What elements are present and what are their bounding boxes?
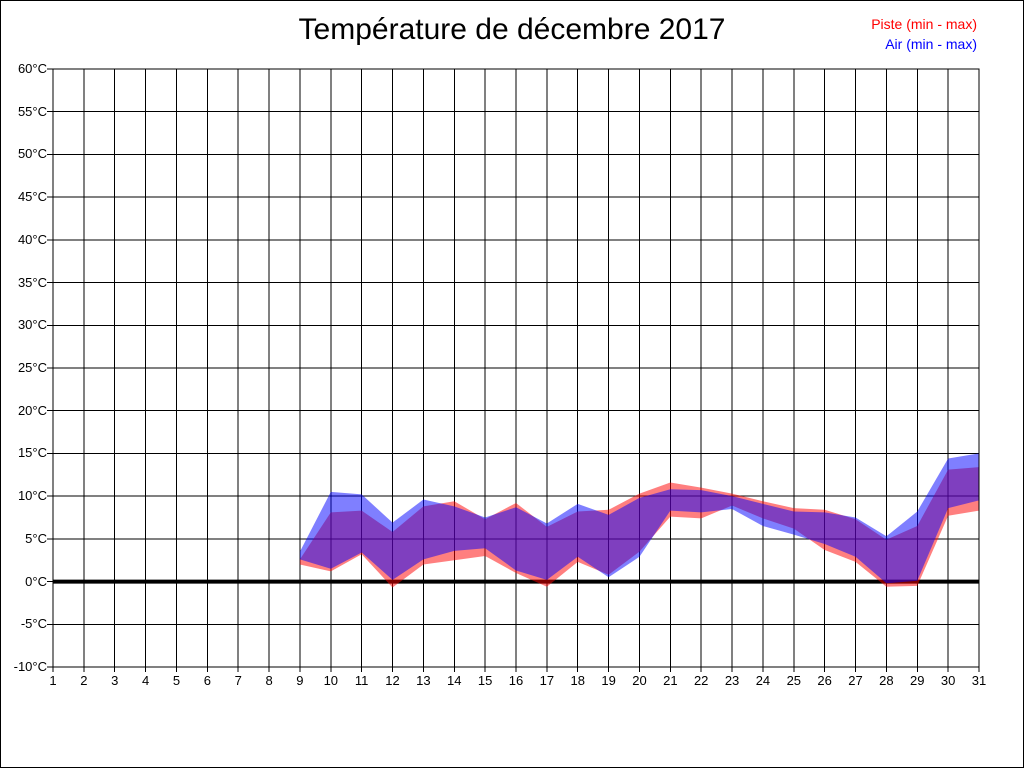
x-axis-tick-label: 16 — [508, 673, 524, 688]
x-axis-tick-label: 6 — [203, 673, 211, 688]
x-axis-tick-label: 4 — [141, 673, 150, 688]
legend-item-air: Air (min - max) — [885, 36, 977, 52]
chart-title: Température de décembre 2017 — [298, 13, 726, 46]
y-axis-tick-label: 45°C — [17, 189, 47, 205]
x-axis-tick-label: 27 — [848, 673, 863, 688]
legend-item-piste: Piste (min - max) — [871, 16, 977, 32]
y-axis-tick-label: 60°C — [17, 61, 47, 76]
x-axis-tick-label: 30 — [940, 673, 956, 688]
y-axis-tick-label: 10°C — [17, 488, 47, 504]
x-axis-tick-label: 23 — [724, 673, 740, 688]
y-axis-tick-label: 40°C — [17, 231, 47, 247]
y-axis-tick-label: -5°C — [20, 616, 47, 632]
y-axis-tick-label: 15°C — [17, 445, 47, 461]
plot-border — [52, 68, 980, 668]
y-axis-tick-label: 5°C — [25, 530, 47, 546]
x-axis-tick-label: 2 — [80, 673, 88, 688]
x-axis-tick-label: 18 — [570, 673, 585, 688]
x-axis-tick-label: 14 — [447, 673, 462, 688]
x-axis-tick-label: 28 — [879, 673, 894, 688]
y-axis-tick-label: 25°C — [17, 360, 47, 375]
x-axis-tick-label: 31 — [971, 673, 987, 688]
x-axis-tick-label: 9 — [296, 673, 304, 688]
x-axis-tick-label: 25 — [786, 673, 802, 688]
x-axis-tick-label: 3 — [111, 673, 119, 688]
x-axis-tick-label: 26 — [817, 673, 832, 688]
y-axis-tick-label: 50°C — [17, 146, 47, 162]
x-axis-tick-label: 7 — [234, 673, 242, 688]
x-axis-tick-label: 19 — [601, 673, 616, 688]
y-axis-tick-label: 30°C — [17, 317, 47, 333]
x-axis-tick-label: 8 — [265, 673, 273, 688]
x-axis-tick-label: 11 — [354, 673, 369, 688]
x-axis-tick-label: 13 — [416, 673, 431, 688]
x-axis-tick-label: 10 — [323, 673, 339, 688]
x-axis-tick-label: 1 — [49, 673, 57, 688]
legend: Piste (min - max) Air (min - max) — [871, 14, 977, 54]
y-axis-tick-label: 20°C — [17, 402, 47, 418]
x-axis-tick-label: 20 — [632, 673, 647, 688]
x-axis-tick-label: 5 — [172, 673, 181, 688]
y-axis-tick-label: 35°C — [17, 274, 47, 290]
x-axis-tick-label: 24 — [755, 673, 771, 688]
y-axis-tick-label: 55°C — [17, 103, 47, 119]
x-axis-tick-label: 21 — [663, 673, 678, 688]
x-axis-tick-label: 22 — [693, 673, 709, 688]
x-axis-tick-label: 17 — [539, 673, 555, 688]
x-axis-tick-label: 12 — [385, 673, 400, 688]
x-axis-tick-label: 15 — [477, 673, 493, 688]
y-axis-tick-label: 0°C — [25, 573, 47, 589]
x-axis-tick-label: 29 — [910, 673, 925, 688]
y-axis-tick-label: -10°C — [13, 659, 47, 674]
air-band — [299, 453, 979, 584]
